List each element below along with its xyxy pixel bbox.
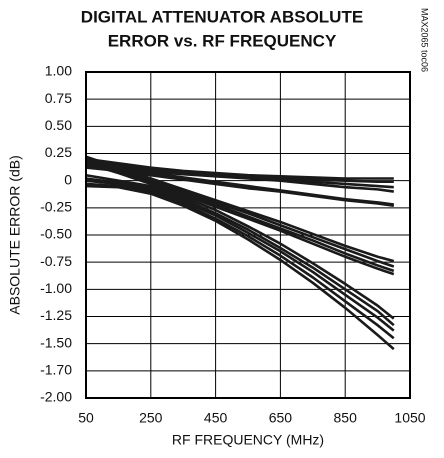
y-tick-label: -0.50 (40, 226, 72, 242)
y-tick-label: 0.25 (45, 144, 72, 160)
y-tick-label: -1.70 (40, 362, 72, 378)
x-tick-label: 650 (269, 410, 293, 426)
y-tick-label: -1.00 (40, 280, 72, 296)
plot-frame (85, 71, 411, 399)
series-line (85, 155, 395, 263)
series-line (85, 162, 395, 276)
series-line (85, 157, 395, 268)
x-tick-label: 250 (139, 410, 163, 426)
x-tick-label: 850 (334, 410, 358, 426)
y-tick-label: -0.25 (40, 199, 72, 215)
x-tick-label: 1050 (394, 410, 425, 426)
annotation: MAX2065 toc06 (420, 8, 430, 72)
y-tick-label: -1.25 (40, 307, 72, 323)
series-line (85, 173, 395, 320)
x-tick-label: 50 (78, 410, 94, 426)
chart-title: ERROR vs. RF FREQUENCY (108, 31, 337, 50)
y-tick-label: 1.00 (45, 63, 72, 79)
series-line (85, 184, 395, 351)
y-tick-label: -1.50 (40, 334, 72, 350)
y-axis-label: ABSOLUTE ERROR (dB) (7, 155, 23, 314)
y-tick-label: -2.00 (40, 389, 72, 405)
series-line (85, 179, 395, 332)
chart-title: DIGITAL ATTENUATOR ABSOLUTE (81, 7, 363, 26)
y-tick-label: 0.50 (45, 117, 72, 133)
y-tick-label: 0.75 (45, 90, 72, 106)
y-tick-label: 0 (64, 171, 72, 187)
x-tick-label: 450 (204, 410, 228, 426)
series-line (85, 177, 395, 327)
x-axis-label: RF FREQUENCY (MHz) (172, 432, 324, 448)
y-tick-label: -0.75 (40, 253, 72, 269)
